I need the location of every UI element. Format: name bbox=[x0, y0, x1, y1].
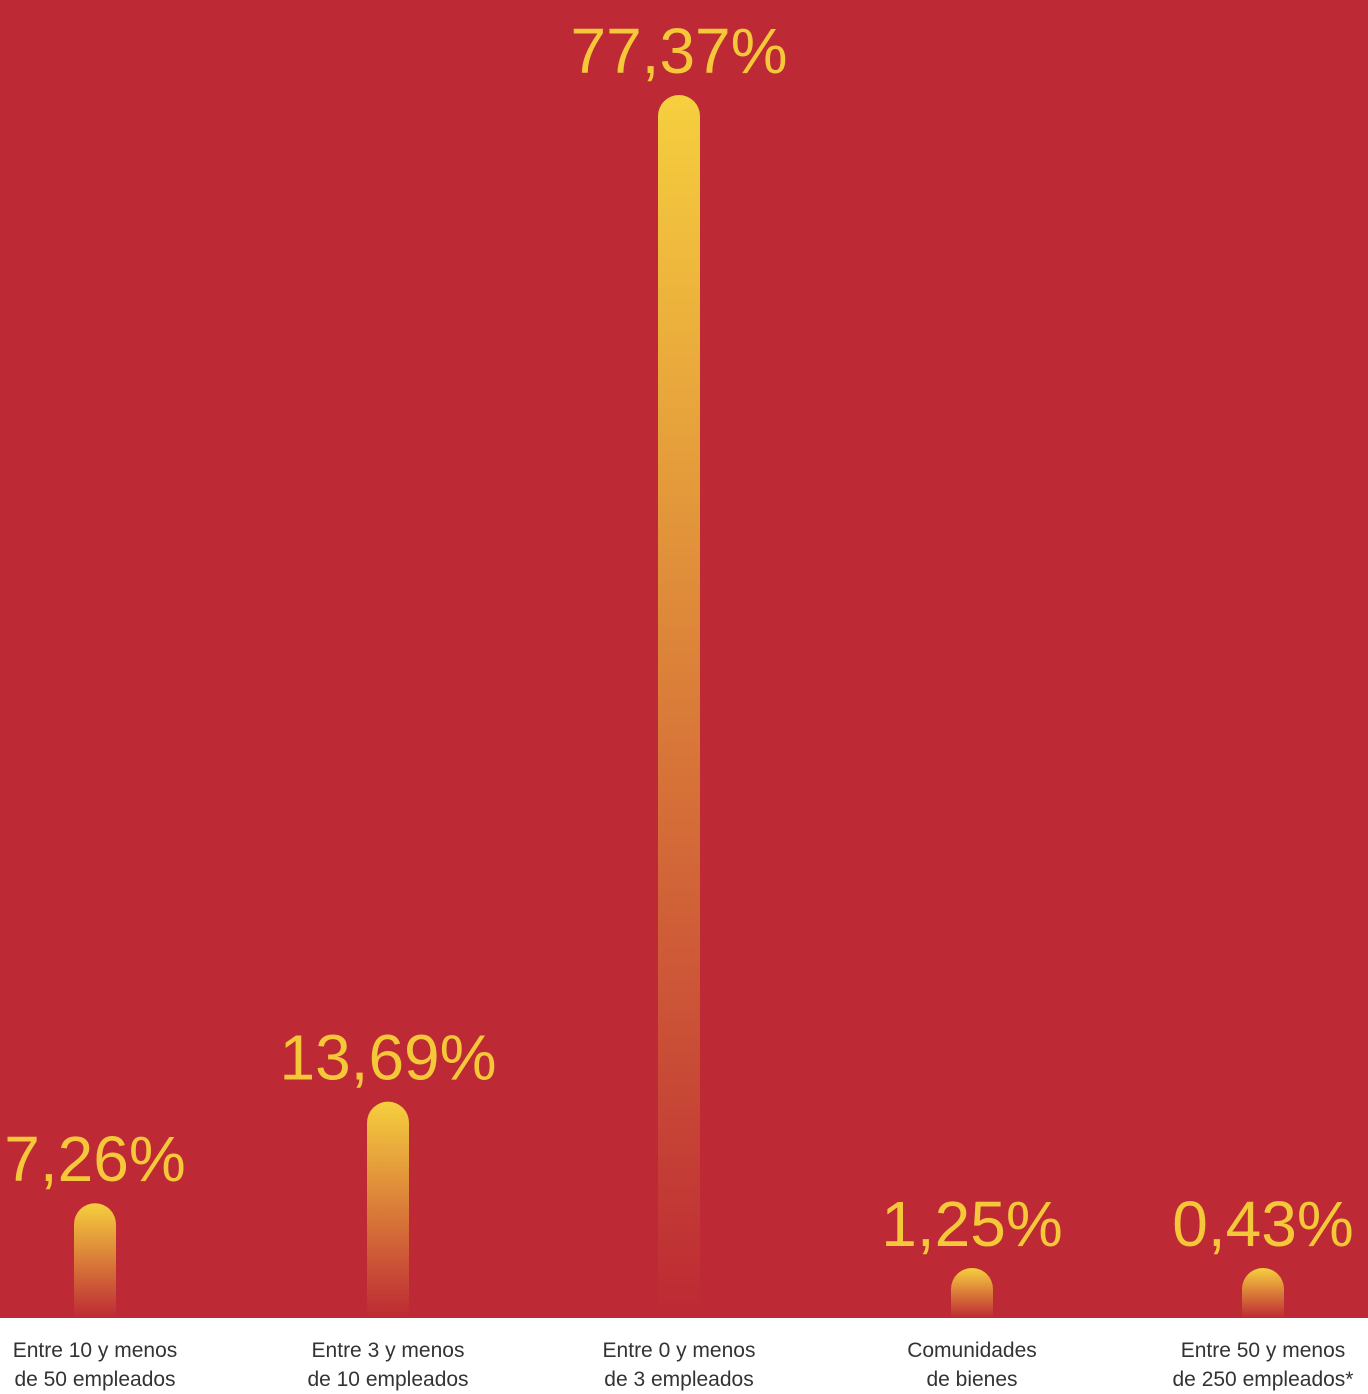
bars-group bbox=[74, 95, 1284, 1318]
value-label-1: 13,69% bbox=[279, 1022, 496, 1094]
value-label-2: 77,37% bbox=[570, 15, 787, 87]
value-label-4: 0,43% bbox=[1172, 1188, 1353, 1260]
category-label-line: de 10 empleados bbox=[307, 1368, 469, 1391]
bar-0 bbox=[74, 1203, 116, 1318]
category-label-line: Entre 0 y menos bbox=[602, 1339, 756, 1362]
category-label-2: Entre 0 y menos de 3 empleados bbox=[564, 1336, 794, 1394]
bar-4 bbox=[1242, 1268, 1284, 1318]
category-label-1: Entre 3 y menos de 10 empleados bbox=[273, 1336, 503, 1394]
category-label-3: Comunidades de bienes bbox=[857, 1336, 1087, 1394]
value-label-0: 7,26% bbox=[4, 1123, 185, 1195]
value-labels-group: 7,26% 13,69% 77,37% 1,25% 0,43% bbox=[4, 15, 1353, 1260]
category-label-line: Entre 50 y menos bbox=[1180, 1339, 1346, 1362]
bar-1 bbox=[367, 1101, 409, 1318]
category-label-4: Entre 50 y menos de 250 empleados* bbox=[1148, 1336, 1368, 1394]
plot-area: 7,26% 13,69% 77,37% 1,25% 0,43% bbox=[0, 0, 1368, 1318]
category-label-line: de 50 empleados bbox=[14, 1368, 176, 1391]
category-label-line: de 3 empleados bbox=[604, 1368, 754, 1391]
category-label-line: Entre 3 y menos bbox=[311, 1339, 465, 1362]
category-axis: Entre 10 y menos de 50 empleados Entre 3 y… bbox=[0, 1318, 1368, 1394]
category-label-line: Comunidades bbox=[907, 1339, 1037, 1362]
category-label-line: de bienes bbox=[926, 1368, 1018, 1391]
category-label-0: Entre 10 y menos de 50 empleados bbox=[0, 1336, 210, 1394]
category-label-line: Entre 10 y menos bbox=[12, 1339, 178, 1362]
bar-3 bbox=[951, 1268, 993, 1318]
bar-2 bbox=[658, 95, 700, 1318]
category-label-line: de 250 empleados* bbox=[1172, 1368, 1354, 1391]
value-label-3: 1,25% bbox=[881, 1188, 1062, 1260]
